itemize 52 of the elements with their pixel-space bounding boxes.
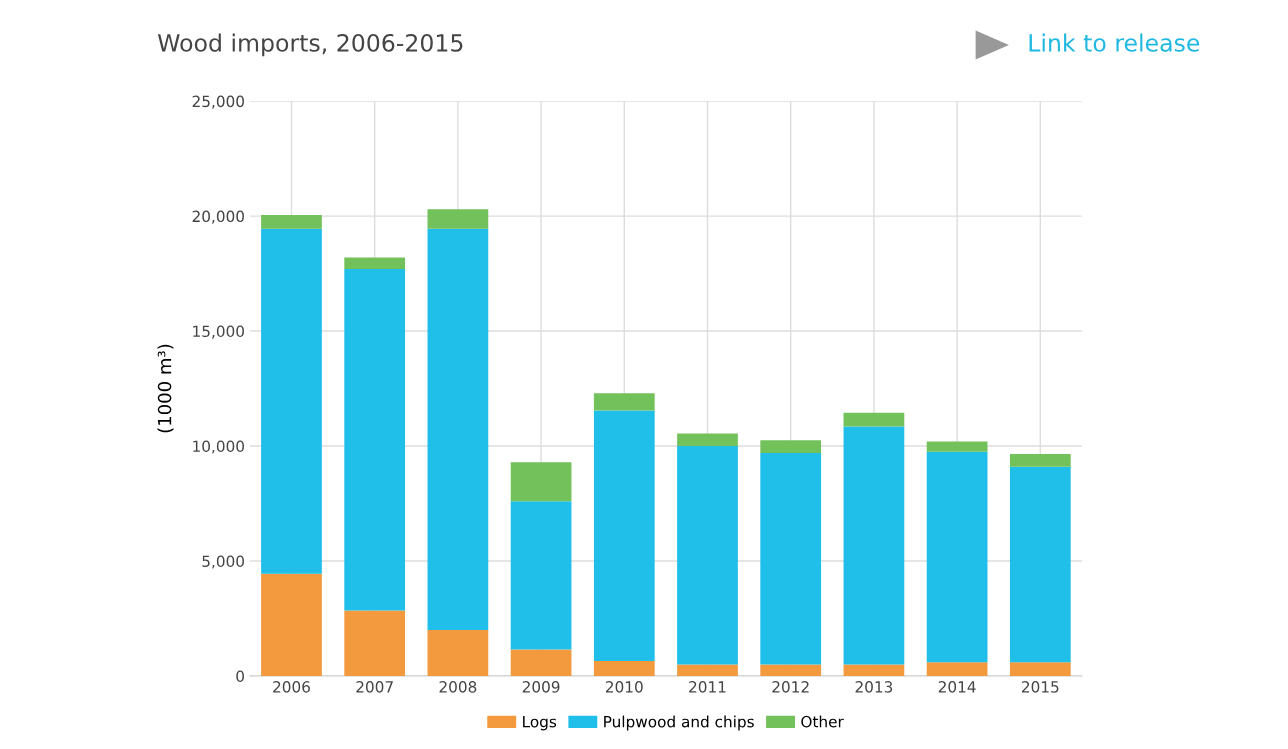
- x-tick-label: 2010: [605, 681, 643, 693]
- y-tick-label: 15,000: [193, 325, 244, 339]
- bar: [427, 209, 489, 229]
- x-tick-label: 2014: [938, 681, 976, 693]
- bar: [843, 426, 905, 665]
- bar: [926, 441, 988, 452]
- bar: [510, 462, 572, 502]
- bar: [926, 662, 988, 676]
- x-tick-label: 2013: [855, 681, 893, 693]
- bar: [261, 573, 322, 676]
- bar: [593, 661, 655, 676]
- bar: [760, 452, 822, 665]
- bar: [261, 228, 322, 574]
- bar: [926, 451, 988, 663]
- y-tick-label: 25,000: [192, 95, 244, 109]
- legend-label: Logs: [523, 716, 557, 731]
- chart-title: Wood imports, 2006-2015: [157, 33, 463, 57]
- bar: [843, 412, 905, 427]
- x-tick-label: 2009: [522, 681, 560, 693]
- bar: [427, 228, 489, 630]
- bar: [677, 446, 738, 665]
- bar: [344, 268, 406, 611]
- text: Link to release: [1029, 33, 1200, 52]
- y-tick-label: 10,000: [193, 440, 244, 454]
- y-tick-label: 0: [236, 670, 244, 682]
- bar: [843, 664, 905, 676]
- legend-label: Pulpwood and chips: [604, 715, 754, 731]
- x-tick-label: 2011: [689, 681, 726, 693]
- y-axis-title: (1000 m³): [157, 344, 174, 433]
- x-tick-label: 2007: [356, 681, 393, 693]
- bar: [510, 649, 572, 676]
- bar: [760, 440, 822, 453]
- bar: [510, 501, 572, 650]
- y-tick-label: 20,000: [192, 210, 244, 224]
- bar: [677, 664, 738, 676]
- bar: [344, 257, 406, 269]
- bar: [1009, 662, 1071, 676]
- bar: [593, 410, 655, 662]
- x-tick-label: 2006: [273, 681, 310, 693]
- bar: [677, 433, 738, 447]
- bar: [344, 610, 406, 676]
- legend-label: Other: [801, 715, 844, 728]
- bar: [427, 629, 489, 676]
- y-tick-label: 5,000: [202, 555, 244, 569]
- bar: [1009, 466, 1071, 663]
- bar: [760, 664, 822, 676]
- bar: [1009, 454, 1071, 467]
- x-tick-label: 2015: [1022, 681, 1059, 693]
- bar: [593, 393, 655, 411]
- x-tick-label: 2012: [772, 681, 809, 693]
- x-tick-label: 2008: [439, 681, 477, 693]
- bar: [261, 214, 322, 229]
